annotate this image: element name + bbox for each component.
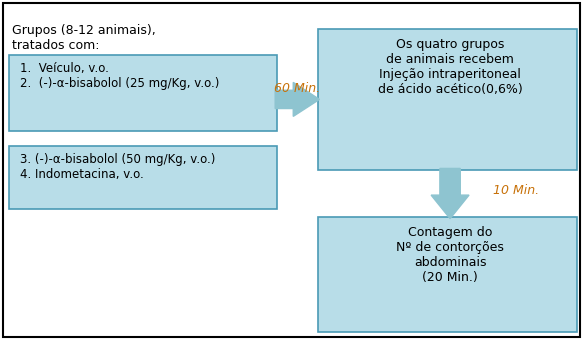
Text: 1.  Veículo, v.o.
2.  (-)-α-bisabolol (25 mg/Kg, v.o.): 1. Veículo, v.o. 2. (-)-α-bisabolol (25 … [20,62,220,90]
Text: Contagem do
Nº de contorções
abdominais
(20 Min.): Contagem do Nº de contorções abdominais … [396,226,504,284]
Text: 3. (-)-α-bisabolol (50 mg/Kg, v.o.)
4. Indometacina, v.o.: 3. (-)-α-bisabolol (50 mg/Kg, v.o.) 4. I… [20,153,216,181]
FancyBboxPatch shape [318,217,577,332]
Polygon shape [431,168,469,219]
Text: Grupos (8-12 animais),
tratados com:: Grupos (8-12 animais), tratados com: [12,23,156,52]
FancyBboxPatch shape [9,55,277,131]
FancyBboxPatch shape [9,147,277,209]
FancyBboxPatch shape [318,29,577,170]
Text: 10 Min.: 10 Min. [493,184,539,198]
Text: Os quatro grupos
de animais recebem
Injeção intraperitoneal
de ácido acético(0,6: Os quatro grupos de animais recebem Inje… [378,38,522,96]
Text: 60 Min.: 60 Min. [274,82,321,95]
Polygon shape [275,82,319,116]
